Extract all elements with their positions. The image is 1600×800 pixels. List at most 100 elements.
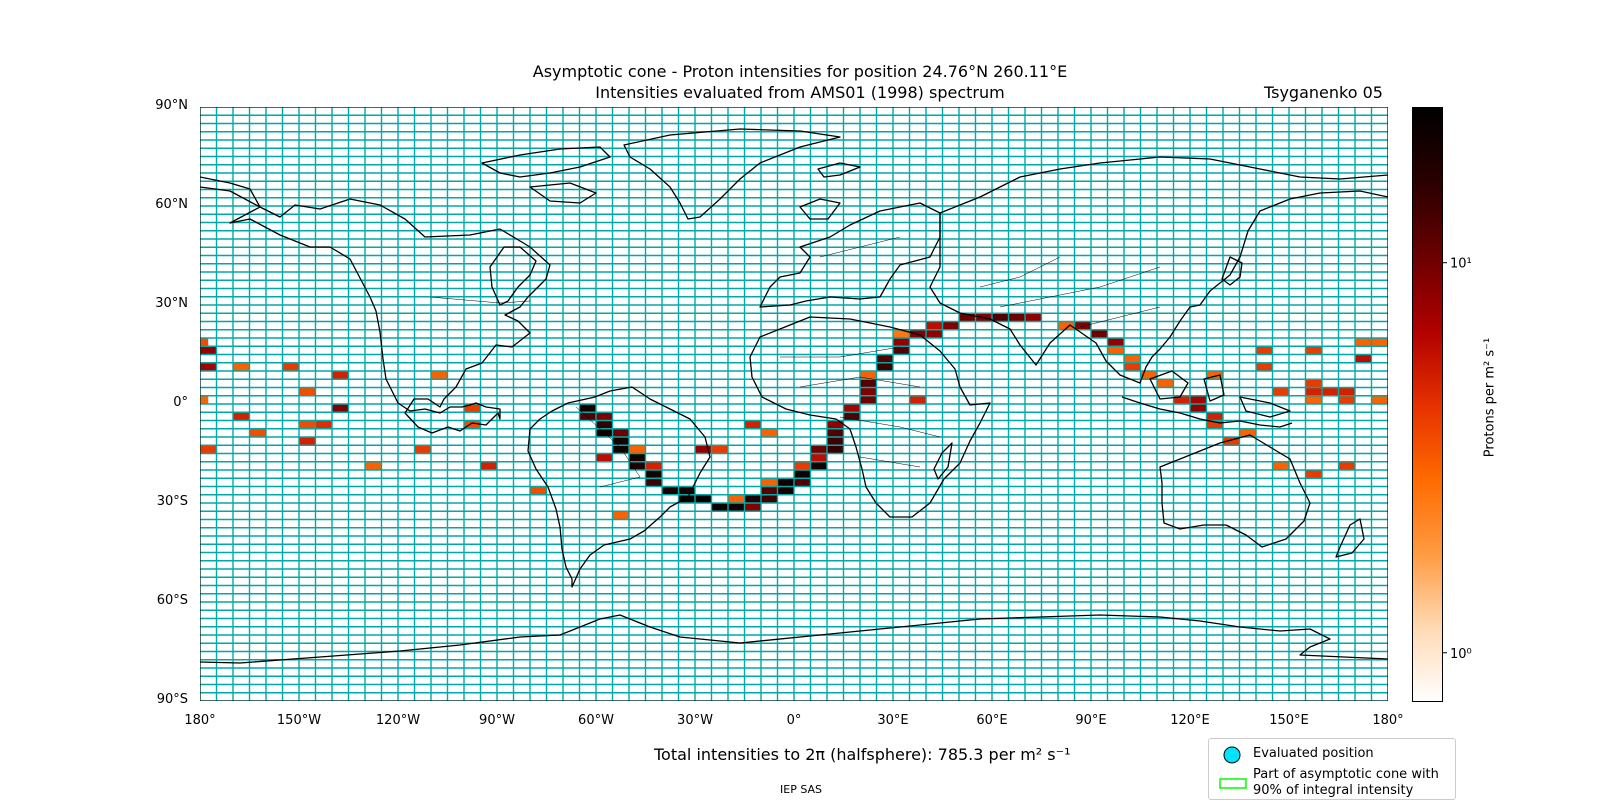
intensity-cell	[612, 445, 629, 454]
intensity-cell	[1305, 387, 1322, 396]
intensity-cell	[579, 412, 596, 421]
intensity-cell	[1239, 428, 1256, 437]
intensity-cell	[893, 329, 910, 338]
intensity-cell	[464, 420, 481, 429]
coastline-africa	[749, 316, 991, 518]
intensity-cell	[662, 486, 679, 495]
intensity-cell	[810, 461, 827, 470]
intensity-cell	[1124, 362, 1141, 371]
intensity-cell	[810, 453, 827, 462]
y-tick-label: 0°	[173, 395, 188, 410]
y-tick-label: 60°S	[156, 593, 188, 608]
intensity-cell	[1355, 337, 1372, 347]
intensity-cell	[200, 445, 217, 454]
intensity-cell	[332, 370, 349, 380]
intensity-cell	[530, 486, 547, 495]
x-tick-label: 60°E	[976, 713, 1008, 728]
intensity-cell	[332, 403, 349, 413]
y-tick-label: 90°N	[155, 98, 188, 113]
intensity-cell	[1322, 387, 1339, 396]
credit-label: IEP SAS	[780, 783, 823, 796]
intensity-cell	[645, 469, 662, 479]
intensity-cell	[827, 420, 844, 429]
coastline-australia	[1159, 434, 1311, 548]
intensity-cell	[1107, 337, 1124, 347]
intensity-cell	[596, 420, 613, 429]
intensity-cell	[860, 387, 877, 396]
intensity-cell	[876, 354, 893, 363]
intensity-cell	[728, 494, 745, 503]
intensity-cell	[992, 313, 1009, 322]
intensity-cell	[1107, 346, 1124, 355]
intensity-cell	[645, 478, 662, 487]
coastline-asia	[929, 156, 1388, 384]
intensity-cell	[794, 461, 811, 470]
intensity-cell	[942, 321, 959, 330]
coastline-madagascar	[933, 442, 953, 480]
country-borders	[429, 236, 1161, 488]
intensity-cell	[596, 453, 613, 462]
coastline-new-zealand	[1335, 518, 1365, 558]
intensity-cell	[1173, 395, 1190, 404]
y-tick-label: 30°N	[155, 296, 188, 311]
x-tick-label: 0°	[786, 713, 802, 728]
intensity-cell	[777, 478, 794, 487]
intensity-cell	[1305, 379, 1322, 388]
intensity-cell	[299, 387, 316, 396]
intensity-cell	[926, 321, 943, 330]
intensity-cell	[612, 511, 629, 520]
intensity-cell	[744, 420, 761, 429]
intensity-cell	[1272, 387, 1289, 396]
intensity-cell	[678, 494, 695, 503]
intensity-cell	[1338, 387, 1355, 396]
intensity-cell	[1371, 337, 1388, 347]
intensity-cell	[1223, 436, 1240, 446]
intensity-cell	[1256, 346, 1273, 355]
intensity-cell	[1305, 346, 1322, 355]
intensity-cell	[909, 395, 926, 404]
coastline-arctic-islands	[481, 146, 611, 204]
intensity-cell	[761, 478, 778, 487]
intensity-cell	[249, 428, 266, 437]
intensity-cell	[596, 412, 613, 421]
intensity-cell	[1025, 313, 1042, 322]
colorbar-tick-label: 10¹	[1450, 257, 1472, 272]
intensity-cell	[777, 486, 794, 495]
intensity-cell	[827, 428, 844, 437]
intensity-cell	[315, 420, 332, 429]
cone-grid	[200, 107, 1388, 701]
colorbar-tick-label: 10⁰	[1450, 647, 1472, 662]
intensity-cell	[860, 395, 877, 404]
intensity-cell	[1091, 329, 1108, 338]
intensity-cell	[794, 478, 811, 487]
intensity-cell	[827, 436, 844, 446]
intensity-cell	[629, 461, 646, 470]
intensity-cell	[282, 362, 299, 371]
intensity-cell	[794, 469, 811, 479]
intensity-cell	[200, 362, 217, 371]
y-tick-label: 90°S	[156, 692, 188, 707]
intensity-cell	[695, 445, 712, 454]
intensity-cell	[612, 428, 629, 437]
intensity-cell	[629, 453, 646, 462]
intensity-cell	[1074, 321, 1091, 330]
intensity-cell	[711, 502, 728, 512]
intensity-cell	[843, 403, 860, 413]
x-tick-label: 180°	[1372, 713, 1404, 728]
intensity-cell	[728, 502, 745, 512]
intensity-cell	[1008, 313, 1025, 322]
intensity-cell	[893, 346, 910, 355]
intensity-cell	[299, 436, 316, 446]
intensity-cell	[1272, 461, 1289, 470]
coastline-antarctica	[200, 614, 1388, 664]
intensity-cell	[579, 403, 596, 413]
intensity-cell	[1206, 412, 1223, 421]
intensity-cell	[695, 494, 712, 503]
intensity-cell	[1124, 354, 1141, 363]
intensity-cell	[1355, 354, 1372, 363]
legend-evaluated-position: Evaluated position	[1253, 746, 1374, 761]
colorbar-label: Protons per m² s⁻¹	[1482, 337, 1498, 458]
intensity-cell	[860, 379, 877, 388]
intensity-cell	[480, 461, 497, 470]
intensity-cell	[810, 445, 827, 454]
